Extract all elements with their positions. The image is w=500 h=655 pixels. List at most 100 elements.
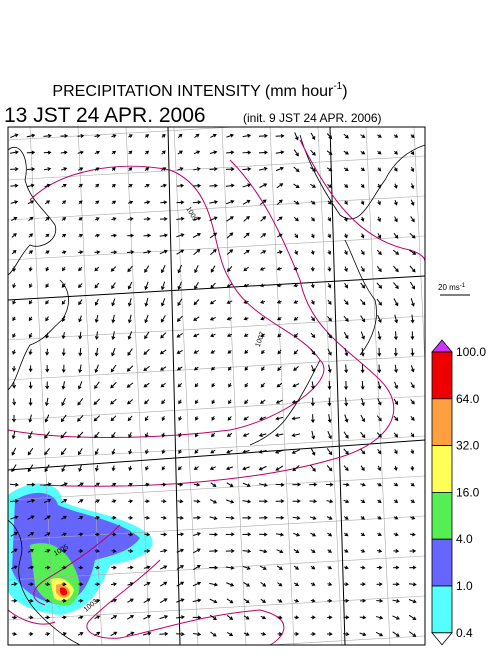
wind-vector <box>210 282 216 289</box>
major-parallel <box>8 275 425 301</box>
wind-vector <box>111 465 116 472</box>
colorbar-label: 64.0 <box>456 392 480 406</box>
wind-vector <box>360 282 366 289</box>
wind-vector <box>28 381 33 390</box>
wind-vector <box>177 133 183 138</box>
wind-vector <box>408 631 417 637</box>
wind-vector <box>61 233 67 238</box>
wind-vector <box>393 265 399 273</box>
wind-vector <box>111 200 117 205</box>
wind-vector <box>44 515 51 520</box>
wind-vector <box>12 283 16 289</box>
wind-vector <box>209 532 219 537</box>
wind-vector <box>410 482 415 487</box>
wind-vector <box>326 133 333 140</box>
wind-vector <box>111 499 117 504</box>
wind-vector <box>43 498 52 504</box>
wind-vector <box>210 248 217 256</box>
wind-vector <box>177 482 184 487</box>
wind-vector <box>193 482 201 487</box>
wind-vector <box>376 282 383 289</box>
wind-vector <box>276 300 282 304</box>
wind-scale-superscript: -1 <box>460 283 466 289</box>
wind-vector <box>12 266 16 273</box>
wind-vector <box>94 364 99 374</box>
wind-vector <box>110 598 118 603</box>
wind-vector <box>127 265 133 273</box>
wind-vector <box>343 315 349 322</box>
wind-vector <box>110 398 117 405</box>
wind-vector <box>43 133 52 138</box>
meridian <box>29 127 55 645</box>
wind-vector <box>176 598 185 603</box>
wind-vector <box>192 233 201 238</box>
parallel <box>8 435 425 461</box>
wind-vector <box>209 598 218 604</box>
colorbar-bin <box>431 398 453 446</box>
wind-vector <box>60 133 69 138</box>
wind-vector <box>260 598 267 603</box>
wind-vector <box>294 615 300 620</box>
wind-vector <box>144 532 151 537</box>
wind-vector <box>260 333 265 338</box>
wind-vector <box>144 314 149 324</box>
wind-vector <box>11 615 18 620</box>
wind-vector <box>261 349 265 355</box>
coastline <box>8 147 57 276</box>
wind-vector <box>275 150 285 155</box>
wind-vector <box>45 632 51 636</box>
wind-vector <box>393 183 398 189</box>
wind-vector <box>110 631 118 637</box>
wind-vector <box>209 516 218 521</box>
wind-vector <box>310 598 316 603</box>
wind-vector <box>225 167 235 172</box>
wind-vector <box>111 183 116 188</box>
wind-vector <box>393 134 399 138</box>
wind-vector <box>144 331 150 340</box>
wind-vector <box>77 499 84 504</box>
wind-vector <box>276 283 282 288</box>
wind-vector <box>344 249 348 256</box>
wind-vector <box>260 316 266 321</box>
wind-vector <box>111 314 116 324</box>
wind-vector <box>144 432 149 438</box>
wind-vector <box>293 565 300 570</box>
wind-vector <box>193 167 201 171</box>
wind-vector <box>360 266 365 273</box>
wind-vector <box>45 582 51 587</box>
wind-vector <box>209 299 216 305</box>
colorbar-label: 16.0 <box>456 485 480 499</box>
wind-vector <box>244 382 249 388</box>
wind-vector <box>61 250 67 255</box>
wind-vector <box>244 399 249 405</box>
wind-vector <box>10 200 19 205</box>
wind-vector <box>94 298 99 306</box>
wind-vector <box>192 598 202 603</box>
wind-vector <box>377 331 382 341</box>
wind-vector <box>127 200 134 205</box>
wind-vector <box>192 200 202 205</box>
wind-vector <box>226 216 234 222</box>
wind-vector <box>45 598 51 603</box>
wind-vector <box>78 233 84 238</box>
wind-vector <box>209 316 216 321</box>
wind-vector <box>310 167 317 172</box>
title-superscript: -1 <box>333 81 342 92</box>
wind-vector <box>177 264 183 274</box>
wind-vector <box>243 416 249 421</box>
wind-vector <box>327 216 331 222</box>
wind-vector <box>311 299 315 305</box>
wind-vector <box>343 431 349 439</box>
wind-vector <box>77 615 84 620</box>
wind-scale-text: 20 ms <box>438 283 460 292</box>
wind-vector <box>43 482 52 487</box>
wind-vector <box>410 298 415 307</box>
wind-vector <box>326 167 333 172</box>
wind-vector <box>310 414 315 424</box>
wind-vector <box>94 549 100 553</box>
wind-vector <box>143 614 152 620</box>
wind-vector <box>192 565 201 571</box>
wind-vector <box>9 482 19 487</box>
wind-vector <box>111 565 117 570</box>
wind-vector <box>243 283 249 288</box>
